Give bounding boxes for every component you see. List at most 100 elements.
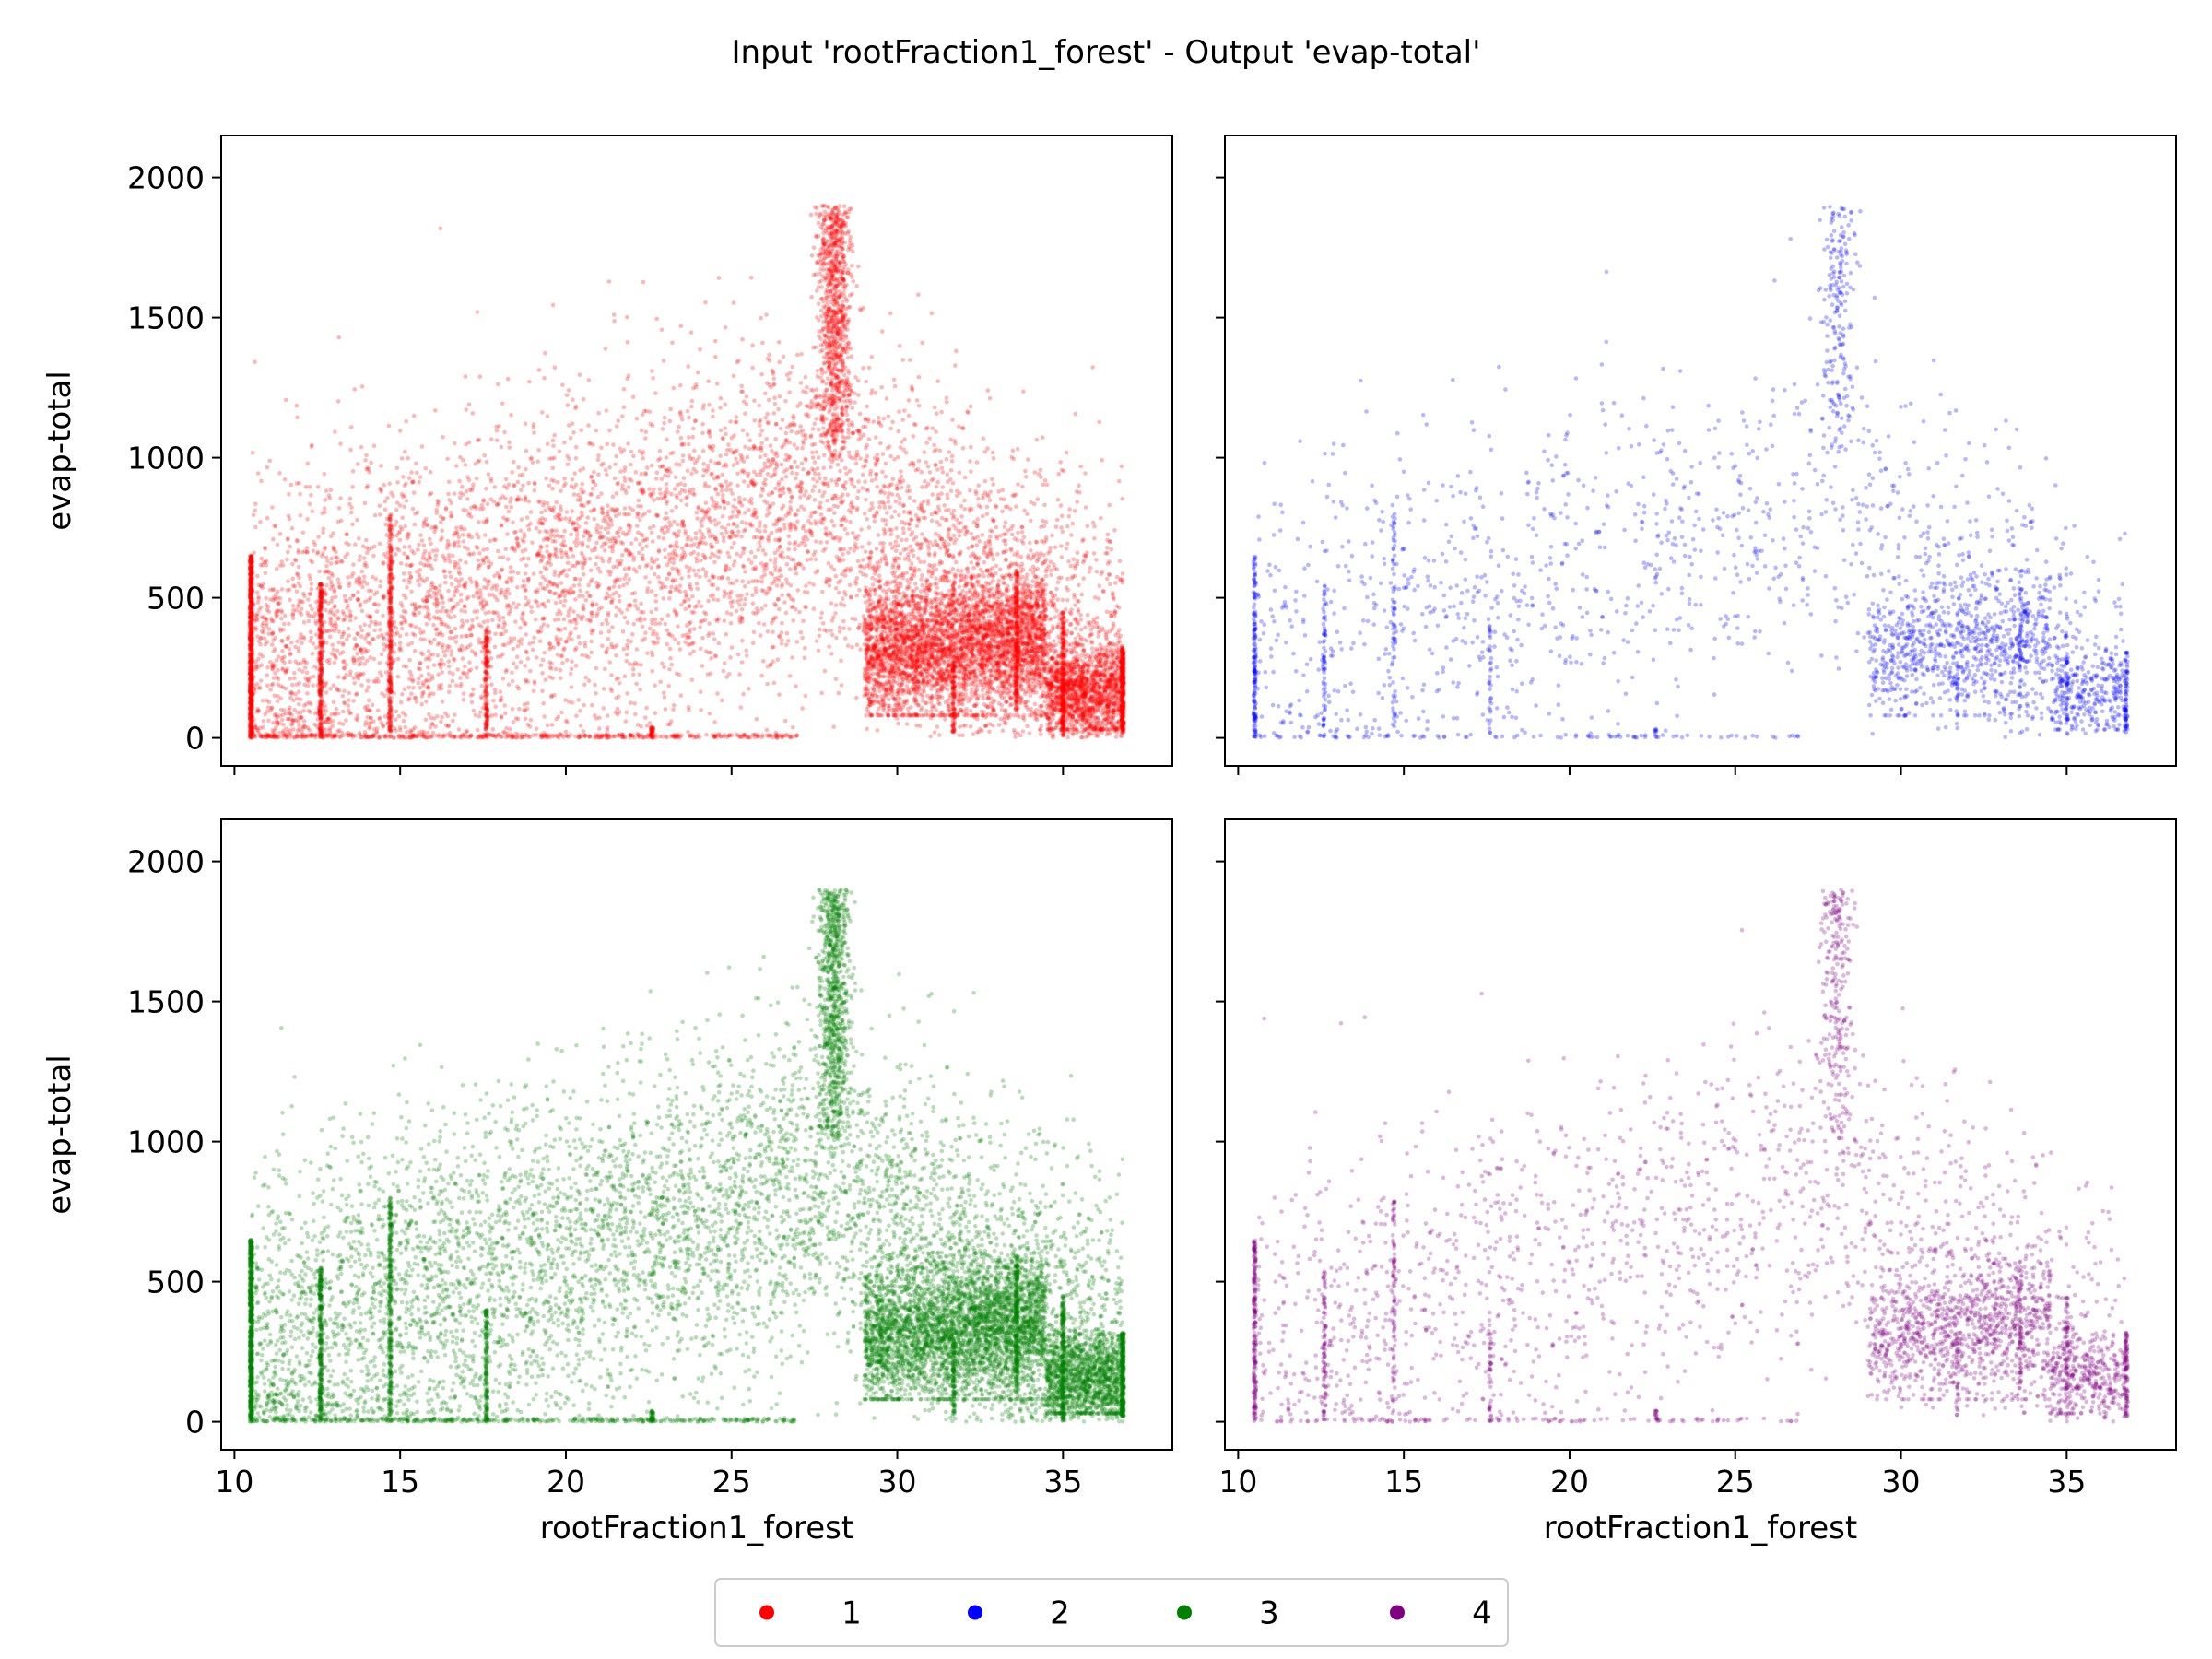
scatter-point xyxy=(794,684,798,688)
scatter-point xyxy=(627,528,632,533)
scatter-point xyxy=(998,629,1004,635)
scatter-point xyxy=(650,423,655,429)
scatter-point xyxy=(1066,513,1072,519)
scatter-point xyxy=(469,649,475,653)
scatter-point xyxy=(398,561,404,566)
scatter-point xyxy=(329,579,334,584)
scatter-point xyxy=(700,474,706,478)
scatter-point xyxy=(491,583,497,589)
scatter-point xyxy=(525,701,530,706)
scatter-point xyxy=(1033,621,1039,626)
scatter-point xyxy=(1043,648,1048,653)
scatter-point xyxy=(409,602,415,607)
scatter-point xyxy=(347,673,353,677)
scatter-point xyxy=(382,483,387,488)
scatter-point xyxy=(556,640,560,644)
scatter-point xyxy=(553,539,558,544)
scatter-point xyxy=(740,616,745,620)
scatter-point xyxy=(1062,642,1066,647)
scatter-point xyxy=(788,423,793,429)
scatter-point xyxy=(1119,734,1124,739)
scatter-point xyxy=(945,517,949,523)
scatter-point xyxy=(1055,597,1061,602)
scatter-point xyxy=(386,423,392,429)
scatter-point xyxy=(975,517,980,522)
scatter-point xyxy=(742,584,747,589)
scatter-point xyxy=(382,552,387,557)
scatter-point xyxy=(499,714,504,719)
scatter-point xyxy=(625,691,629,696)
scatter-point xyxy=(832,493,837,499)
scatter-point xyxy=(371,602,377,606)
scatter-point xyxy=(1015,446,1020,452)
scatter-point xyxy=(841,552,845,557)
scatter-point xyxy=(541,700,546,706)
scatter-point xyxy=(893,627,898,632)
scatter-point xyxy=(397,503,403,508)
scatter-point xyxy=(745,432,750,437)
scatter-point xyxy=(711,499,716,504)
scatter-point xyxy=(1025,512,1030,516)
scatter-point xyxy=(456,544,462,548)
scatter-point xyxy=(418,685,423,690)
scatter-point xyxy=(655,564,661,570)
scatter-point xyxy=(814,394,818,400)
scatter-point xyxy=(885,446,890,451)
scatter-point xyxy=(977,726,982,732)
scatter-point xyxy=(434,511,440,515)
scatter-point xyxy=(526,556,531,561)
scatter-point xyxy=(501,620,507,625)
scatter-point xyxy=(578,515,582,521)
scatter-point xyxy=(672,557,677,561)
scatter-point xyxy=(652,498,656,503)
scatter-point xyxy=(606,613,611,618)
scatter-point xyxy=(631,621,636,627)
scatter-point xyxy=(1071,708,1076,713)
scatter-point xyxy=(335,556,340,560)
scatter-point xyxy=(730,581,735,586)
scatter-point xyxy=(937,448,943,453)
scatter-point xyxy=(260,653,265,659)
scatter-point xyxy=(606,525,611,530)
scatter-point xyxy=(1021,717,1027,722)
scatter-point xyxy=(848,546,853,551)
scatter-point xyxy=(802,590,807,594)
scatter-point xyxy=(1087,570,1092,574)
scatter-point xyxy=(653,711,658,715)
scatter-point xyxy=(681,549,687,555)
scatter-point xyxy=(962,507,968,512)
scatter-point xyxy=(803,456,808,462)
scatter-point xyxy=(324,690,329,695)
scatter-point xyxy=(837,629,842,634)
scatter-point xyxy=(1050,594,1055,598)
scatter-point xyxy=(895,565,900,571)
scatter-point xyxy=(346,708,351,712)
scatter-point xyxy=(790,470,794,476)
scatter-point xyxy=(766,457,771,463)
scatter-point xyxy=(475,532,479,536)
scatter-point xyxy=(449,608,454,613)
scatter-point xyxy=(1078,613,1083,618)
scatter-point xyxy=(540,657,546,663)
scatter-point xyxy=(397,537,403,543)
scatter-point xyxy=(853,545,857,549)
scatter-point xyxy=(712,559,717,565)
scatter-point xyxy=(370,637,375,641)
scatter-point xyxy=(661,464,665,468)
scatter-point xyxy=(661,596,666,601)
scatter-point xyxy=(707,517,712,522)
scatter-point xyxy=(781,555,786,560)
scatter-point xyxy=(1072,509,1077,513)
scatter-point xyxy=(1073,616,1078,621)
scatter-point xyxy=(394,465,400,471)
scatter-point xyxy=(273,734,277,738)
scatter-point xyxy=(563,481,568,486)
scatter-point xyxy=(589,650,594,655)
scatter-point xyxy=(754,510,759,515)
scatter-point xyxy=(819,690,824,696)
scatter-point xyxy=(606,503,610,509)
scatter-point xyxy=(455,667,461,672)
scatter-point xyxy=(1073,603,1077,607)
scatter-point xyxy=(900,478,906,483)
scatter-point xyxy=(721,493,725,498)
